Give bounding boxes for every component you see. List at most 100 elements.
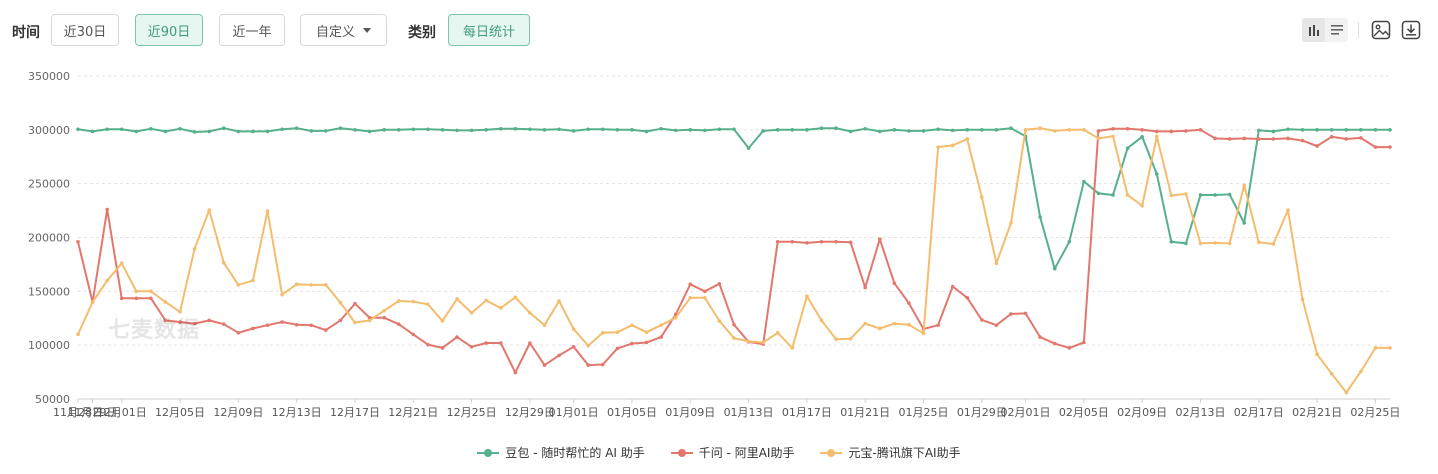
data-point — [790, 128, 795, 132]
data-point — [119, 296, 124, 301]
time-option-90d[interactable]: 近90日 — [135, 14, 203, 46]
data-point — [703, 128, 707, 133]
data-point — [1038, 215, 1042, 219]
download-button[interactable] — [1400, 18, 1422, 42]
category-daily-button[interactable]: 每日统计 — [448, 14, 530, 46]
legend-item-2[interactable]: 元宝-腾讯旗下AI助手 — [820, 444, 961, 461]
legend-item-1[interactable]: 千问 - 阿里AI助手 — [670, 444, 795, 461]
x-tick-label: 12月01日 — [97, 406, 147, 419]
image-icon — [1371, 20, 1391, 40]
x-tick-label: 02月25日 — [1350, 406, 1400, 419]
data-point — [1082, 179, 1086, 184]
data-point — [1286, 208, 1290, 212]
custom-range-dropdown[interactable]: 自定义 — [300, 14, 387, 46]
data-point — [1154, 172, 1159, 176]
x-tick-label: 01月13日 — [724, 406, 774, 419]
data-point — [1300, 297, 1305, 302]
data-point — [863, 126, 867, 131]
x-tick-label: 12月21日 — [388, 406, 438, 419]
data-point — [221, 261, 226, 265]
data-point — [761, 129, 765, 133]
data-point — [119, 127, 124, 132]
data-point — [717, 127, 722, 132]
data-point — [805, 294, 809, 298]
legend-swatch — [477, 448, 500, 458]
data-point — [324, 328, 328, 332]
data-point — [469, 311, 474, 315]
data-point — [396, 299, 401, 303]
data-point — [1373, 128, 1378, 132]
data-point — [819, 240, 824, 244]
data-point — [280, 292, 284, 297]
data-point — [1344, 390, 1349, 395]
data-point — [1140, 128, 1144, 132]
data-point — [557, 299, 561, 303]
data-point — [1213, 241, 1217, 245]
data-point — [280, 127, 284, 132]
data-point — [163, 300, 168, 304]
data-point — [1315, 128, 1319, 132]
data-point — [688, 128, 693, 132]
line-chart: 50000 100000 150000 200000 250000 300000 35000… — [28, 70, 1400, 419]
legend-item-0[interactable]: 豆包 - 随时帮忙的 AI 助手 — [477, 444, 645, 461]
data-point — [615, 128, 620, 132]
data-point — [411, 299, 416, 304]
data-point — [892, 128, 897, 132]
data-point — [630, 323, 634, 328]
data-point — [265, 323, 270, 328]
data-point — [775, 330, 780, 335]
data-point — [761, 340, 765, 345]
save-image-button[interactable] — [1370, 18, 1392, 42]
data-point — [907, 129, 911, 133]
data-point — [1184, 192, 1188, 196]
data-point — [265, 129, 270, 134]
data-point — [1111, 126, 1115, 131]
toolbar-divider — [1358, 22, 1359, 38]
data-point — [601, 127, 605, 132]
data-point — [863, 321, 867, 326]
time-option-1y[interactable]: 近一年 — [219, 14, 285, 46]
watermark: 七麦数据 — [108, 318, 201, 343]
time-option-30d[interactable]: 近30日 — [51, 14, 119, 46]
data-point — [207, 208, 211, 212]
x-tick-label: 12月25日 — [447, 406, 497, 419]
data-point — [134, 129, 139, 134]
data-point — [455, 128, 459, 133]
legend-label: 千问 - 阿里AI助手 — [698, 446, 795, 460]
data-point — [76, 127, 80, 132]
data-point — [498, 306, 503, 310]
data-point — [1096, 129, 1101, 133]
data-point — [309, 283, 314, 287]
bar-chart-view-button[interactable] — [1302, 18, 1325, 42]
x-tick-label: 01月01日 — [549, 406, 599, 419]
data-point — [1009, 126, 1013, 131]
data-point — [1213, 193, 1217, 197]
table-view-button[interactable] — [1325, 18, 1348, 42]
data-point — [134, 296, 139, 301]
data-point — [1009, 221, 1013, 225]
data-point — [440, 319, 445, 323]
bar-chart-icon — [1308, 25, 1319, 36]
x-tick-label: 12月09日 — [213, 406, 263, 419]
data-point — [1067, 128, 1072, 132]
data-point — [1038, 335, 1042, 339]
data-point — [192, 321, 197, 326]
data-point — [1111, 134, 1115, 139]
data-point — [615, 330, 620, 335]
x-tick-label: 01月05日 — [607, 406, 657, 419]
data-point — [848, 336, 853, 341]
data-point — [498, 341, 503, 345]
data-point — [950, 143, 955, 148]
data-point — [921, 129, 926, 133]
x-tick-label: 02月05日 — [1059, 406, 1109, 419]
data-point — [1125, 126, 1130, 131]
data-point — [630, 128, 634, 132]
data-point — [469, 128, 474, 133]
x-tick-label: 02月17日 — [1234, 406, 1284, 419]
legend-swatch — [670, 448, 693, 458]
data-point — [892, 281, 897, 286]
data-point — [294, 282, 299, 287]
x-tick-label: 02月21日 — [1292, 406, 1342, 419]
data-point — [892, 321, 897, 326]
data-point — [1198, 128, 1203, 132]
